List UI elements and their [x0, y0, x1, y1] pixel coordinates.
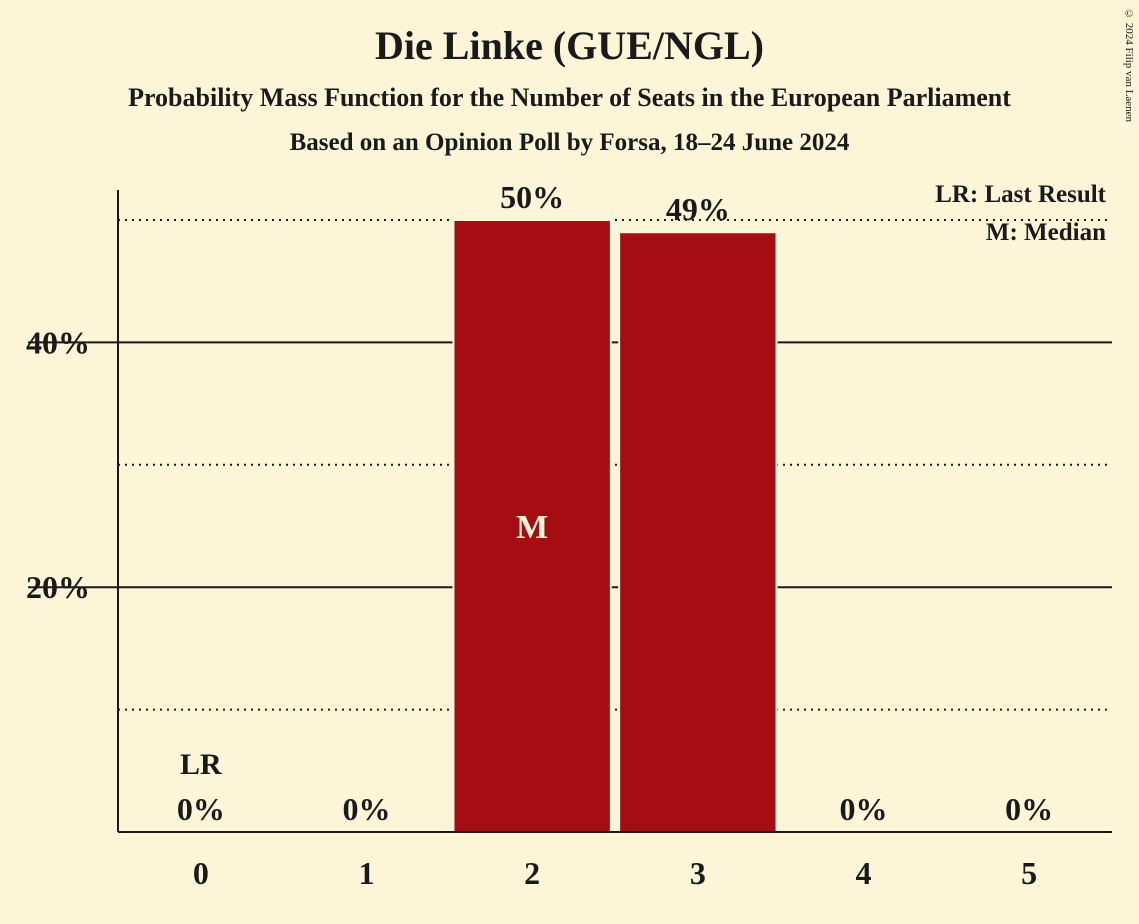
x-tick-label: 5: [1021, 855, 1037, 891]
bar-value-label: 0%: [177, 791, 225, 827]
legend-lr: LR: Last Result: [935, 181, 1107, 208]
bar: [619, 232, 776, 832]
bar-value-label: 0%: [1005, 791, 1053, 827]
x-tick-label: 2: [524, 855, 540, 891]
median-marker: M: [516, 509, 548, 546]
chart-container: Die Linke (GUE/NGL)Probability Mass Func…: [0, 0, 1139, 924]
y-tick-label: 40%: [26, 324, 90, 360]
legend-median: M: Median: [986, 219, 1106, 246]
y-tick-label: 20%: [26, 569, 90, 605]
bar-value-label: 50%: [500, 179, 564, 215]
chart-plot: 0%LR00%150%M249%30%40%520%40%LR: Last Re…: [0, 0, 1139, 924]
bar-value-label: 49%: [666, 191, 730, 227]
lr-marker: LR: [180, 748, 222, 781]
bar-value-label: 0%: [840, 791, 888, 827]
bar-value-label: 0%: [343, 791, 391, 827]
x-tick-label: 1: [359, 855, 375, 891]
x-tick-label: 0: [193, 855, 209, 891]
x-tick-label: 3: [690, 855, 706, 891]
x-tick-label: 4: [856, 855, 872, 891]
